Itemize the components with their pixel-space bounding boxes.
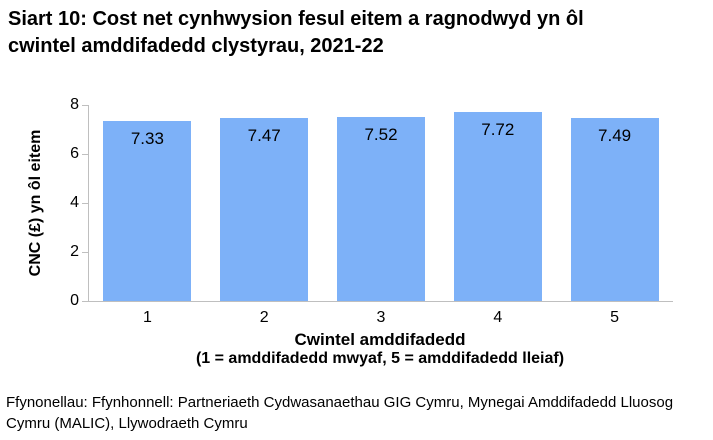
bar-quintile-3: 7.52 [337, 116, 425, 301]
x-axis-category-label: 3 [376, 309, 386, 326]
y-axis-tick [82, 104, 88, 106]
x-axis-subtitle: (1 = amddifadedd mwyaf, 5 = amddifadedd … [195, 350, 565, 367]
bar-quintile-1: 7.33 [103, 121, 192, 301]
chart-title-line1: Siart 10: Cost net cynhwysion fesul eite… [8, 8, 584, 30]
source-note-line1: Ffynonellau: Ffynhonnell: Partneriaeth C… [6, 394, 674, 411]
y-axis-tick [82, 202, 88, 204]
y-axis-tick-label: 2 [70, 243, 79, 260]
source-note-line2: Cymru (MALIC), Llywodraeth Cymru [6, 415, 248, 432]
plot-area: 0 2 4 6 8 7.33 1 7.47 2 7.52 3 7.72 4 7.49 5 [70, 96, 673, 326]
bar-data-label: 7.49 [598, 125, 632, 145]
chart-title: Siart 10: Cost net cynhwysion fesul eite… [8, 6, 708, 60]
bar-quintile-5: 7.49 [570, 117, 659, 301]
bar-data-label: 7.33 [130, 129, 164, 149]
bar-quintile-2: 7.47 [220, 118, 309, 301]
x-axis-category-label: 1 [142, 309, 152, 326]
source-note: Ffynonellau: Ffynhonnell: Partneriaeth C… [6, 392, 710, 434]
x-axis-category-label: 5 [610, 309, 620, 326]
bar-data-label: 7.72 [481, 119, 515, 139]
y-axis-tick-label: 4 [70, 194, 79, 211]
chart-title-line2: cwintel amddifadedd clystyrau, 2021-22 [8, 35, 384, 57]
x-axis-title: Cwintel amddifadedd [294, 330, 466, 349]
bar-data-label: 7.47 [247, 126, 281, 145]
y-axis-tick-label: 0 [70, 292, 79, 309]
bar-quintile-4: 7.72 [453, 111, 542, 301]
y-axis-tick [82, 251, 88, 253]
y-axis-tick [82, 153, 88, 155]
y-axis-tick-label: 6 [70, 145, 79, 162]
x-axis-category-label: 2 [259, 309, 269, 326]
y-axis-tick-label: 8 [70, 96, 79, 113]
bar-data-label: 7.52 [364, 124, 398, 144]
x-axis-category-label: 4 [493, 309, 503, 326]
y-axis-tick [82, 300, 88, 302]
